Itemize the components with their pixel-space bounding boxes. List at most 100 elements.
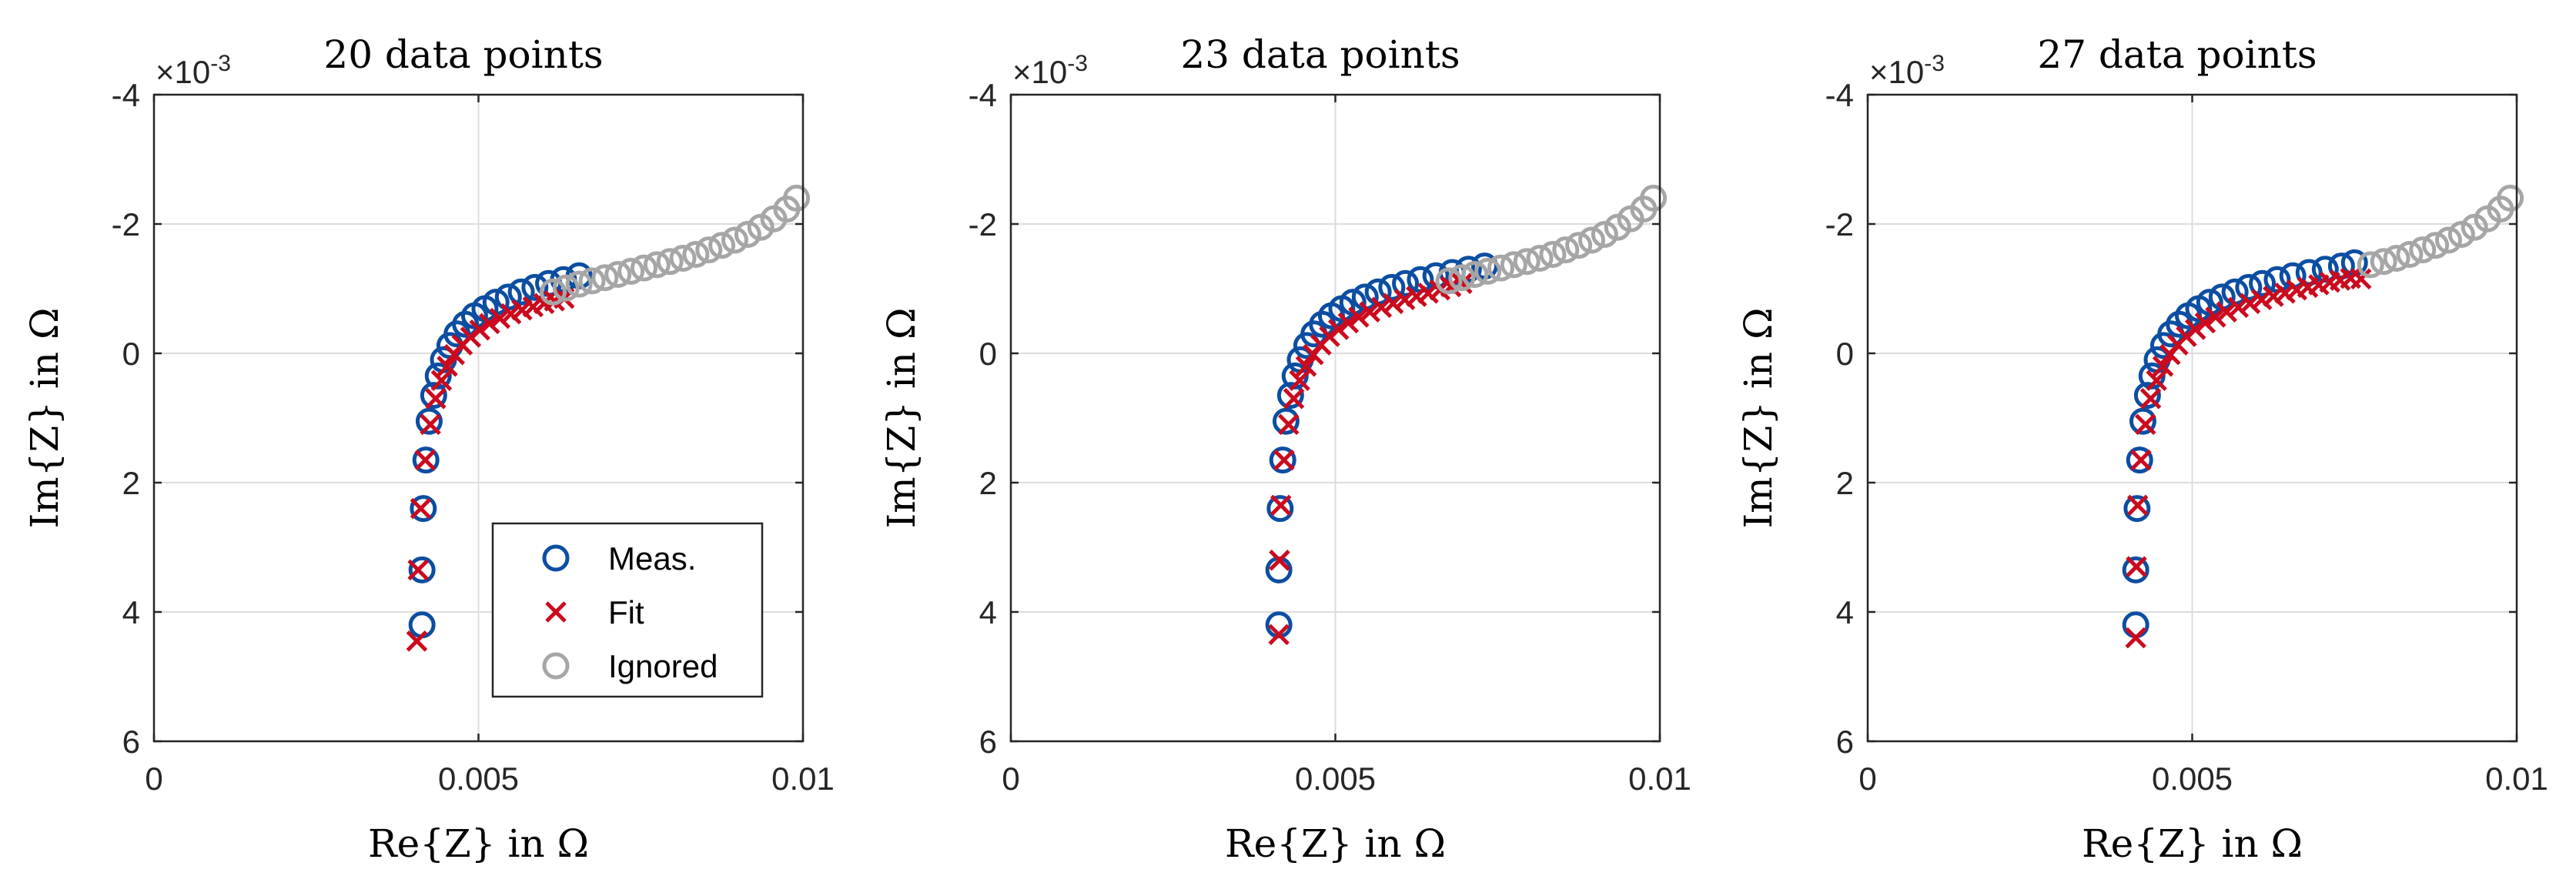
series-ignored <box>2357 184 2524 279</box>
series-fit <box>2125 267 2372 649</box>
ignored-point <box>1513 248 1541 276</box>
fit-point <box>2126 556 2147 577</box>
ignored-point <box>1640 184 1668 212</box>
y-tick-label: 0 <box>979 336 997 372</box>
fit-point <box>2152 356 2174 377</box>
fit-point <box>1270 494 1292 517</box>
fit-point-stroke <box>1278 413 1300 436</box>
fit-point <box>414 449 437 471</box>
x-tick-label: 0.01 <box>1628 761 1691 797</box>
ignored-point <box>1526 245 1554 272</box>
fit-point <box>437 356 458 377</box>
fit-point <box>1268 624 1290 646</box>
ignored-point <box>1487 254 1514 282</box>
x-axis-label: Re{Z} in Ω <box>1225 821 1446 866</box>
fit-point-stroke <box>1337 312 1360 334</box>
fit-point <box>420 413 441 436</box>
series-fit <box>1268 272 1473 646</box>
ignored-point <box>1591 220 1618 248</box>
fit-point <box>2216 301 2237 323</box>
fit-point <box>1295 356 1317 377</box>
y-tick-label: 0 <box>122 336 140 372</box>
ignored-point <box>1435 267 1463 295</box>
meas-point <box>412 446 440 474</box>
fit-point-stroke <box>1382 293 1404 315</box>
y-tick-label: 6 <box>1836 724 1854 760</box>
fit-point <box>406 630 428 652</box>
legend-ignored: Ignored <box>542 648 718 684</box>
ignored-point <box>643 251 671 279</box>
y-exponent-label: ×10-3 <box>1869 51 1945 90</box>
legend-ignored-label: Ignored <box>608 648 718 684</box>
y-tick-label: 2 <box>1836 465 1854 501</box>
fit-point-stroke <box>406 630 428 652</box>
fit-point-stroke <box>2125 627 2146 649</box>
exponent-base: ×10 <box>1012 54 1067 90</box>
meas-point <box>2129 407 2156 435</box>
meas-point <box>408 556 436 583</box>
fit-point <box>2135 413 2156 436</box>
ignored-point <box>682 240 710 268</box>
y-tick-label: -4 <box>969 77 997 113</box>
fit-point-stroke <box>489 307 511 329</box>
fit-point-stroke <box>2139 388 2162 410</box>
y-tick-label: 4 <box>1836 594 1854 630</box>
exponent-base: ×10 <box>1869 54 1924 90</box>
fit-point-stroke <box>2126 556 2147 577</box>
ignored-point <box>721 226 748 254</box>
y-tick-label: 2 <box>979 465 997 501</box>
y-tick-label: 0 <box>1836 336 1854 372</box>
x-tick-label: 0.01 <box>2485 761 2548 797</box>
meas-point <box>424 362 452 389</box>
exponent-power: -3 <box>1924 51 1945 76</box>
chart-title: 20 data points <box>323 32 603 77</box>
ignored-point <box>1577 226 1605 254</box>
meas-point <box>521 273 549 301</box>
ignored-point <box>1565 232 1593 259</box>
ignored-point <box>617 257 645 285</box>
fit-point <box>489 307 511 329</box>
y-tick-label: 6 <box>979 724 997 760</box>
legend-meas: Meas. <box>542 540 696 577</box>
fit-point <box>2350 268 2372 290</box>
ignored-point <box>1448 264 1476 292</box>
ignored-point <box>783 184 811 212</box>
fit-point <box>469 319 490 341</box>
x-tick-label: 0.005 <box>1295 761 1376 797</box>
chart-title: 23 data points <box>1180 32 1460 77</box>
fit-point-stroke <box>1273 449 1295 471</box>
fit-point <box>1370 296 1393 319</box>
meas-point <box>410 495 437 523</box>
fit-point-stroke <box>437 356 458 377</box>
fit-marker-stroke <box>545 601 567 623</box>
fit-point-stroke <box>1370 296 1393 319</box>
ignored-point <box>604 261 632 289</box>
ignored-point <box>1500 251 1527 279</box>
ignored-point <box>656 248 684 276</box>
fit-point <box>1283 388 1305 410</box>
y-axis-label: Im{Z} in Ω <box>22 308 67 529</box>
fit-point-stroke <box>2350 268 2372 290</box>
x-tick-label: 0 <box>145 761 162 797</box>
meas-point <box>2126 446 2153 474</box>
x-tick-label: 0 <box>1858 761 1876 797</box>
y-tick-label: 2 <box>122 465 140 501</box>
y-tick-label: 4 <box>979 594 997 630</box>
ignored-point <box>708 232 736 259</box>
fit-point <box>1273 449 1295 471</box>
meas-point <box>452 310 480 338</box>
ignored-point <box>2409 236 2437 264</box>
legend-meas-label: Meas. <box>608 540 696 577</box>
ignored-point <box>2497 184 2524 212</box>
fit-point-stroke <box>2152 356 2174 377</box>
exponent-power: -3 <box>1067 51 1088 76</box>
fit-point-stroke <box>2146 369 2167 392</box>
series-ignored <box>1435 184 1668 295</box>
x-axis-label: Re{Z} in Ω <box>368 821 589 866</box>
y-tick-label: -2 <box>1825 206 1854 242</box>
fit-point-stroke <box>2135 413 2156 436</box>
fit-point <box>1278 413 1300 436</box>
fit-point <box>2146 369 2167 392</box>
y-tick-label: -2 <box>969 206 997 242</box>
